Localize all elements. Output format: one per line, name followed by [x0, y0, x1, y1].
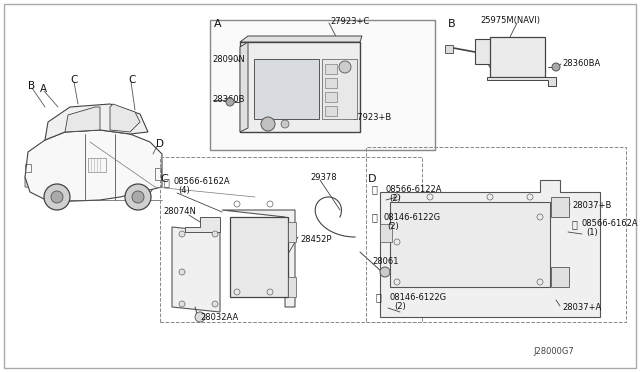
Text: (2): (2) [394, 301, 406, 311]
Text: 27923+B: 27923+B [352, 113, 391, 122]
Bar [25, 164, 31, 172]
Text: (2): (2) [387, 221, 399, 231]
Circle shape [339, 61, 351, 73]
Bar [445, 45, 453, 53]
Polygon shape [65, 107, 100, 132]
Bar [155, 168, 161, 180]
Bar [288, 277, 296, 297]
Text: 08146-6122G: 08146-6122G [383, 212, 440, 221]
Polygon shape [25, 130, 162, 202]
Text: 08566-6122A: 08566-6122A [385, 185, 442, 193]
Bar [288, 222, 296, 242]
Bar [325, 92, 337, 102]
Polygon shape [240, 42, 248, 132]
Bar [322, 59, 357, 119]
Bar [551, 267, 569, 287]
Text: B: B [28, 81, 35, 91]
Circle shape [44, 184, 70, 210]
Circle shape [226, 98, 234, 106]
Text: 27923+C: 27923+C [330, 17, 369, 26]
Text: C: C [70, 75, 77, 85]
Circle shape [212, 231, 218, 237]
Polygon shape [45, 104, 148, 140]
Text: 28074N: 28074N [163, 208, 196, 217]
Bar [230, 217, 288, 297]
Text: 28037+A: 28037+A [562, 304, 601, 312]
Bar [475, 39, 493, 64]
Circle shape [281, 120, 289, 128]
Bar [490, 37, 545, 77]
Text: D: D [156, 139, 164, 149]
Text: Ⓢ: Ⓢ [372, 184, 378, 194]
Polygon shape [240, 36, 362, 42]
Text: Ⓢ: Ⓢ [572, 219, 578, 229]
Polygon shape [110, 104, 140, 132]
Text: A: A [40, 84, 47, 94]
Text: 28090N: 28090N [212, 55, 244, 64]
Bar [325, 64, 337, 74]
Text: 08566-6162A: 08566-6162A [582, 219, 639, 228]
Circle shape [179, 301, 185, 307]
Bar [240, 42, 360, 132]
Bar [325, 78, 337, 88]
Text: 28061: 28061 [372, 257, 399, 266]
Bar [254, 59, 319, 119]
Text: 25975M(NAVI): 25975M(NAVI) [480, 16, 540, 25]
Text: D: D [368, 174, 376, 184]
Text: 28032AA: 28032AA [200, 312, 238, 321]
Polygon shape [25, 172, 50, 189]
Circle shape [51, 191, 63, 203]
Text: 08566-6162A: 08566-6162A [174, 177, 230, 186]
Polygon shape [172, 227, 220, 312]
Text: 28360B: 28360B [212, 96, 244, 105]
Polygon shape [222, 210, 295, 307]
Bar [366, 147, 626, 322]
Circle shape [125, 184, 151, 210]
Text: A: A [214, 19, 221, 29]
Circle shape [179, 231, 185, 237]
Text: 29378: 29378 [310, 173, 337, 182]
Text: Ⓢ: Ⓢ [376, 292, 382, 302]
Polygon shape [185, 217, 220, 232]
Text: Ⓢ: Ⓢ [164, 177, 170, 187]
Bar [160, 157, 422, 322]
Text: (1): (1) [586, 228, 598, 237]
Text: 28452P: 28452P [300, 234, 332, 244]
Circle shape [212, 301, 218, 307]
Circle shape [195, 312, 205, 322]
Text: 08146-6122G: 08146-6122G [390, 292, 447, 301]
Text: Ⓢ: Ⓢ [372, 212, 378, 222]
Bar [325, 106, 337, 116]
Bar [390, 202, 550, 287]
Text: C: C [128, 75, 136, 85]
Polygon shape [380, 180, 600, 317]
Bar [88, 158, 106, 172]
Text: B: B [448, 19, 456, 29]
Text: J28000G7: J28000G7 [533, 347, 573, 356]
Text: (2): (2) [389, 193, 401, 202]
Polygon shape [487, 77, 556, 86]
Text: C: C [160, 174, 168, 184]
Circle shape [261, 117, 275, 131]
Text: 28360BA: 28360BA [562, 60, 600, 68]
Circle shape [132, 191, 144, 203]
Bar [210, 20, 435, 150]
Bar [380, 224, 392, 242]
Text: 28037+B: 28037+B [572, 201, 611, 209]
Circle shape [380, 267, 390, 277]
Circle shape [179, 269, 185, 275]
Circle shape [552, 63, 560, 71]
Bar [551, 197, 569, 217]
Text: (4): (4) [178, 186, 189, 196]
